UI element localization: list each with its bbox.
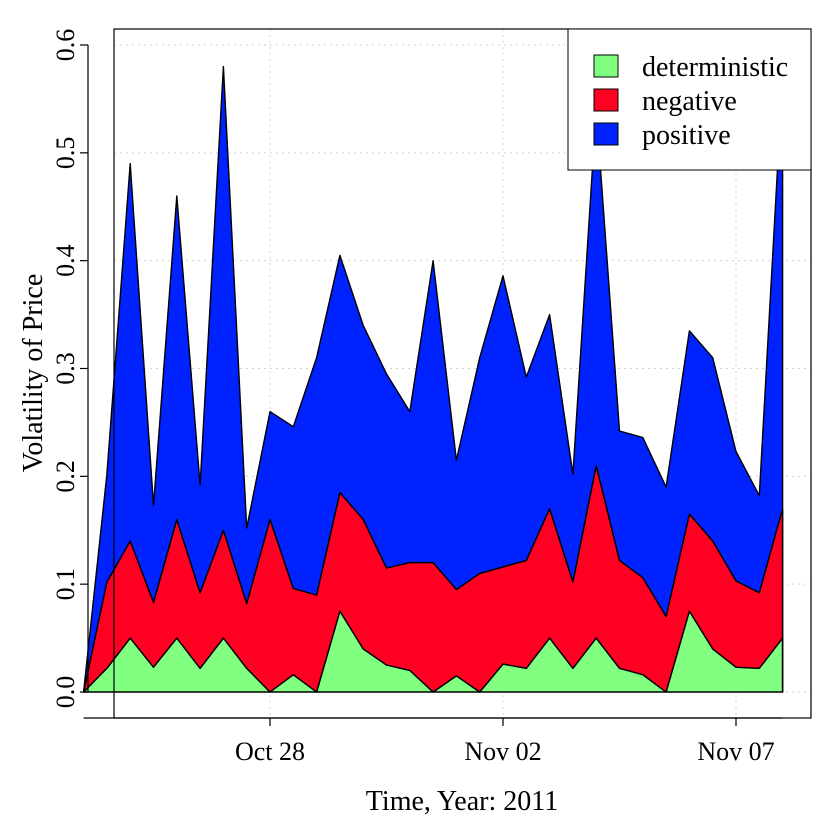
x-tick-label: Nov 02 xyxy=(464,737,541,766)
x-axis-title: Time, Year: 2011 xyxy=(366,786,558,817)
legend-label-deterministic: deterministic xyxy=(642,52,788,83)
x-tick-label: Oct 28 xyxy=(235,737,305,766)
area-positive xyxy=(82,65,784,693)
y-tick-label: 0.5 xyxy=(51,137,80,170)
legend-swatch-deterministic xyxy=(593,54,619,78)
legend-swatch-positive xyxy=(593,122,619,146)
y-tick-label: 0.1 xyxy=(51,568,80,601)
y-tick-label: 0.6 xyxy=(51,29,80,62)
y-tick-label: 0.2 xyxy=(51,460,80,493)
y-tick-label: 0.0 xyxy=(51,676,80,709)
y-axis-title: Volatility of Price xyxy=(18,274,49,473)
y-tick-label: 0.4 xyxy=(51,244,80,277)
y-axis: 0.0 0.1 0.2 0.3 0.4 0.5 0.6 xyxy=(51,29,89,709)
x-tick-label: Nov 07 xyxy=(697,737,774,766)
legend-swatch-negative xyxy=(593,88,619,112)
legend-label-positive: positive xyxy=(642,120,731,151)
x-axis: Oct 28 Nov 02 Nov 07 xyxy=(83,717,783,766)
stacked-areas xyxy=(82,65,784,693)
y-tick-label: 0.3 xyxy=(51,352,80,385)
legend-label-negative: negative xyxy=(642,86,737,117)
